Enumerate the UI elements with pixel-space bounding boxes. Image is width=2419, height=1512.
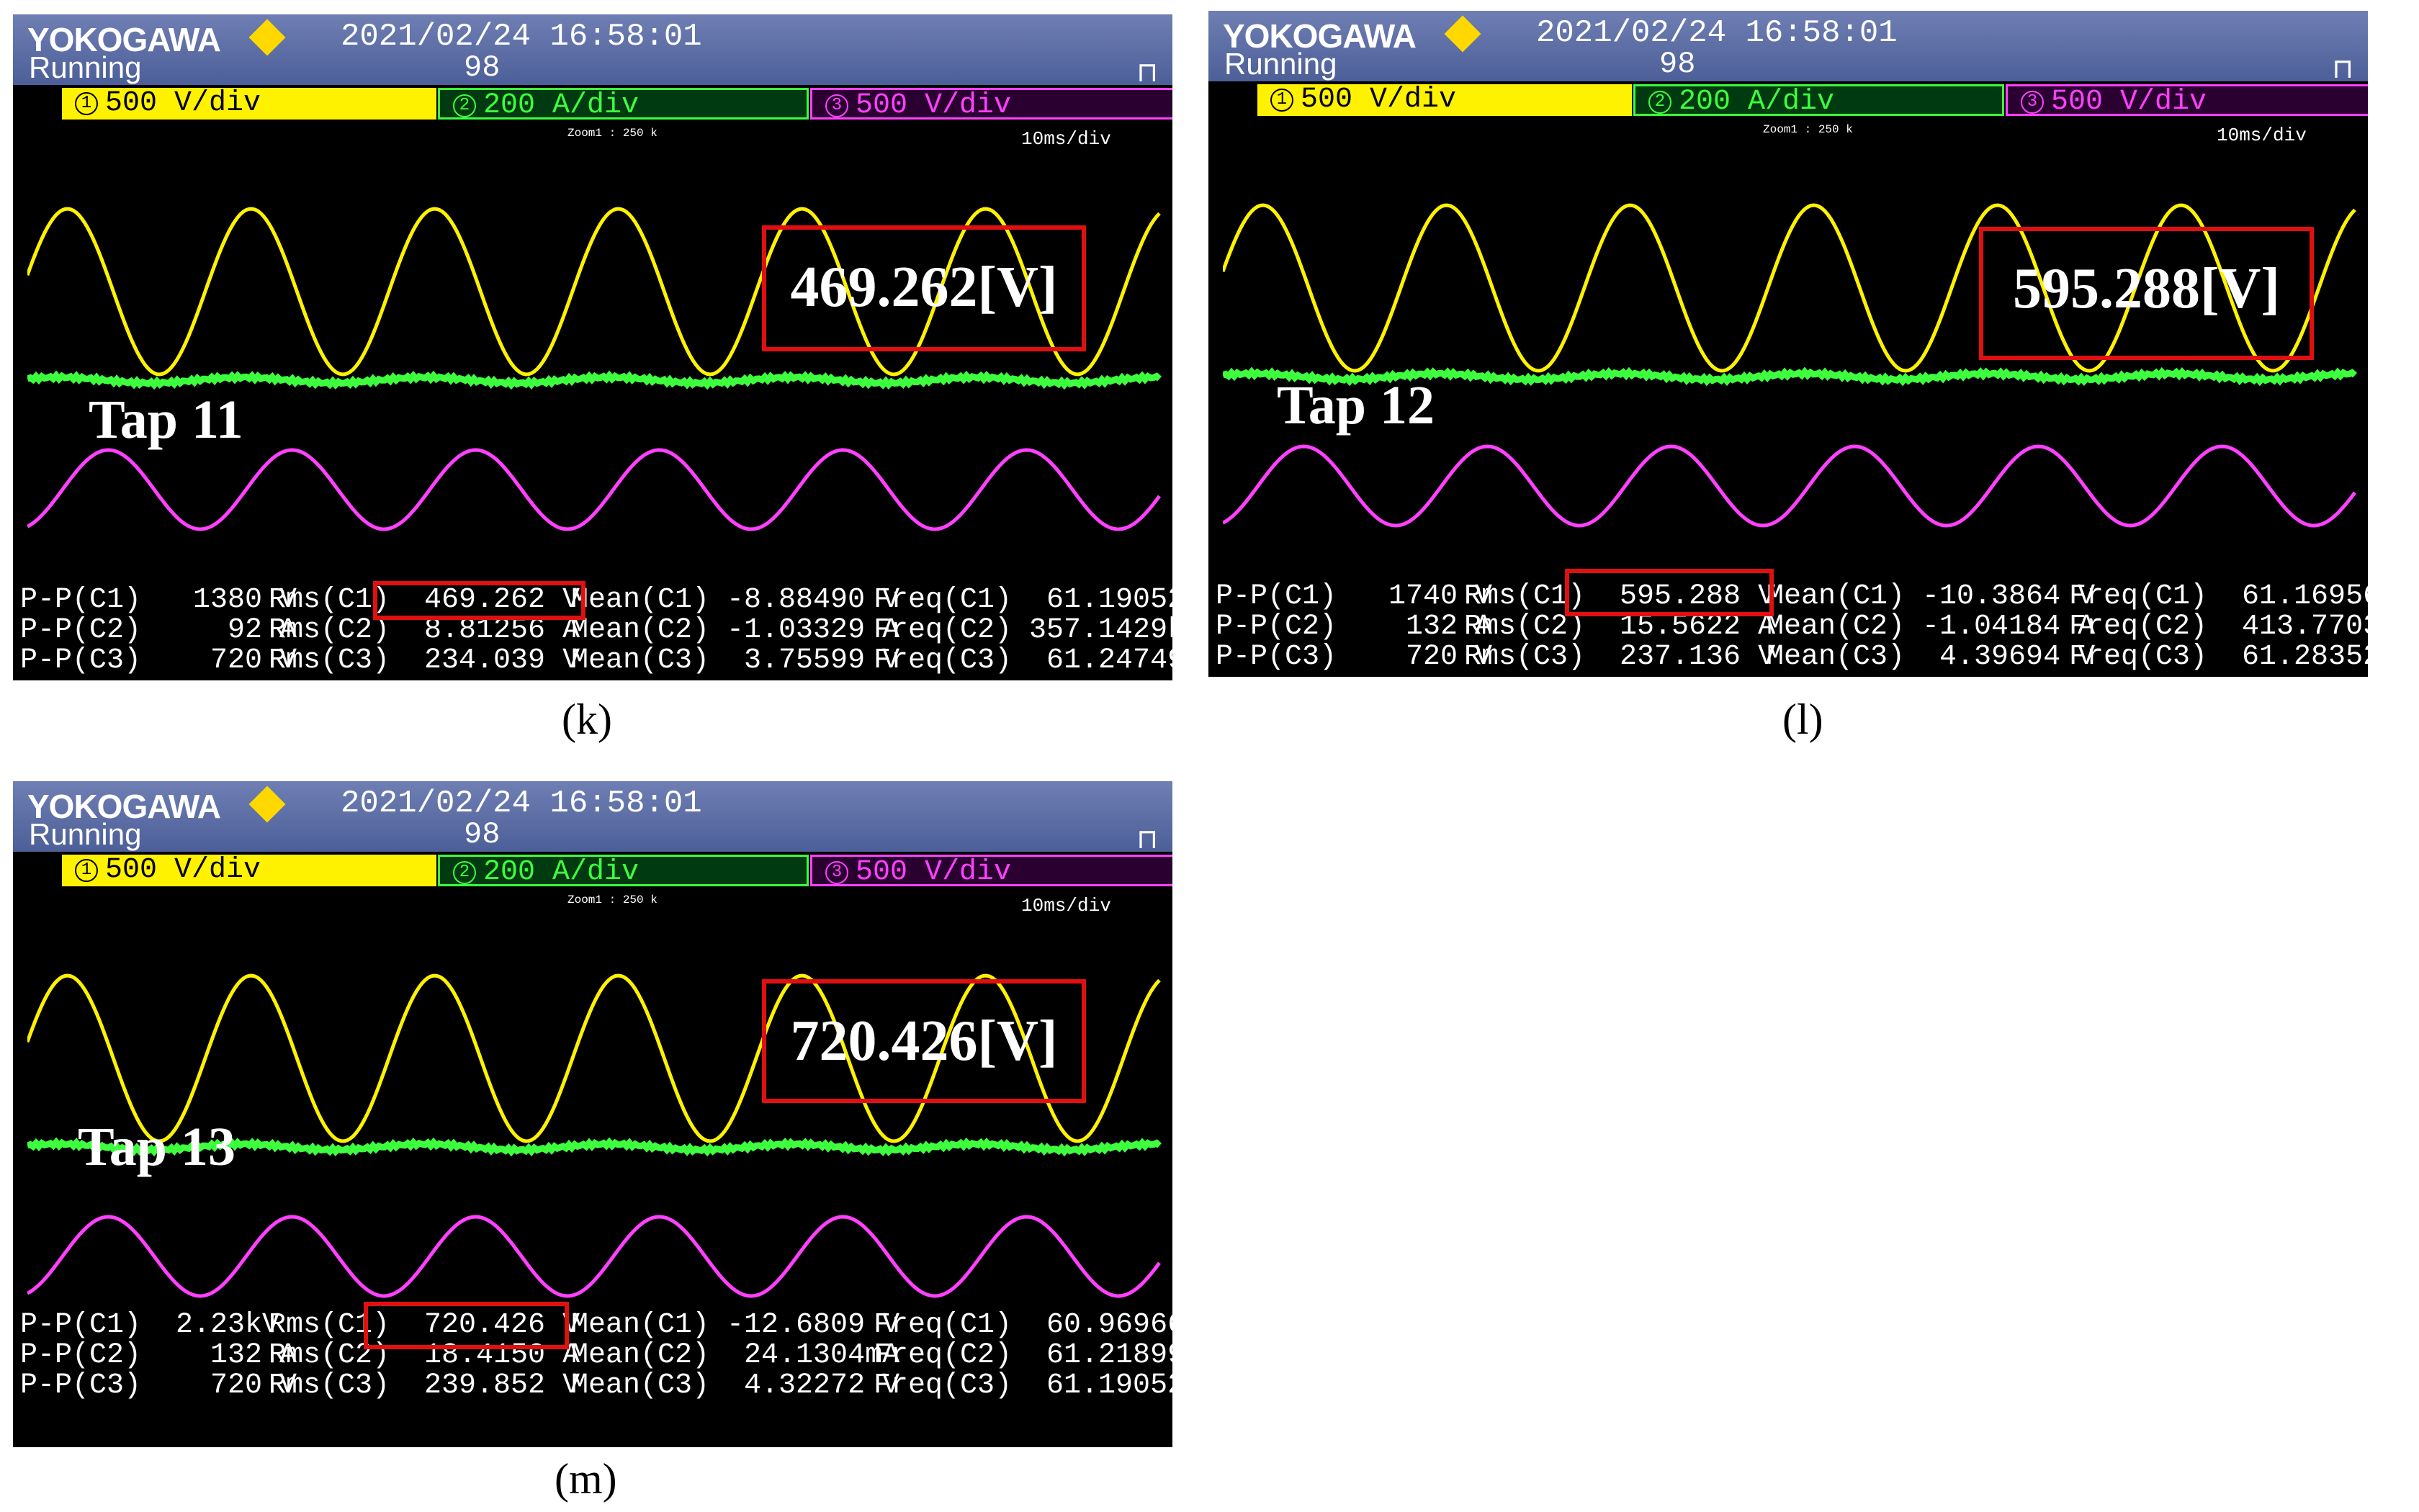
trigger-icon: ⊓ xyxy=(2332,54,2353,84)
scope-panel-l: YOKOGAWA 2021/02/24 16:58:01 Running 98 … xyxy=(1208,11,2368,677)
rms-column: Rms(C1) 595.288 V Rms(C2) 15.5622 A Rms(C3… xyxy=(1464,580,1776,673)
channel-2-button[interactable]: 2 200 A/div xyxy=(438,88,809,122)
channel-3-number: 3 xyxy=(825,94,848,117)
channel-3-scale: 500 V/div xyxy=(856,856,1012,888)
title-bar: YOKOGAWA 2021/02/24 16:58:01 Running 98 … xyxy=(13,781,1172,855)
ch3-waveform xyxy=(27,1215,1161,1298)
brand-logo: YOKOGAWA xyxy=(1223,17,1417,55)
datetime: 2021/02/24 16:58:01 xyxy=(341,786,702,822)
channel-2-number: 2 xyxy=(1648,91,1671,114)
channel-1-number: 1 xyxy=(75,859,98,882)
channel-2-scale: 200 A/div xyxy=(1679,86,1835,118)
datetime: 2021/02/24 16:58:01 xyxy=(1536,15,1898,51)
rms-column: Rms(C1) 469.262 V Rms(C2) 8.81256 A Rms(C3… xyxy=(269,584,580,677)
rms-highlight-box xyxy=(364,1302,569,1349)
zoom-label: Zoom1 : 250 k xyxy=(567,894,658,906)
channel-3-button[interactable]: 3 500 V/div xyxy=(2006,84,2368,118)
rms-highlight-box xyxy=(1565,569,1774,616)
run-status: Running xyxy=(1224,47,1337,81)
rms-callout: 720.426[V] xyxy=(762,979,1086,1103)
rms-callout: 469.262[V] xyxy=(762,225,1086,351)
diamond-icon xyxy=(248,19,286,56)
channel-3-scale: 500 V/div xyxy=(2051,86,2207,118)
acq-count: 98 xyxy=(464,50,501,85)
channel-bar: 1 500 V/div 2 200 A/div 3 500 V/div xyxy=(13,852,1172,889)
ch1-waveform xyxy=(1223,203,2356,373)
zoom-label: Zoom1 : 250 k xyxy=(567,127,658,140)
diamond-icon xyxy=(248,786,286,823)
pp-column: P-P(C1) 2.23kV P-P(C2) 132 A P-P(C3) 720 V xyxy=(20,1309,297,1402)
freq-column: Freq(C1) 60.96966 HzFreq(C2) 61.21899 Hz… xyxy=(874,1309,1172,1402)
diamond-icon xyxy=(1444,15,1481,53)
channel-3-button[interactable]: 3 500 V/div xyxy=(810,855,1172,888)
brand-logo: YOKOGAWA xyxy=(27,788,221,825)
scope-panel-m: YOKOGAWA 2021/02/24 16:58:01 Running 98 … xyxy=(13,781,1172,1447)
pp-column: P-P(C1) 1380 V P-P(C2) 92 A P-P(C3) 720 V xyxy=(20,584,297,677)
channel-1-scale: 500 V/div xyxy=(105,854,261,886)
pp-column: P-P(C1) 1740 V P-P(C2) 132 A P-P(C3) 720 V xyxy=(1216,580,1493,673)
measurement-table: P-P(C1) 1740 V P-P(C2) 132 A P-P(C3) 720 V… xyxy=(1216,569,2368,673)
run-status: Running xyxy=(29,50,142,84)
ch2-waveform xyxy=(27,370,1162,390)
waveform-display xyxy=(27,207,1162,531)
acq-count: 98 xyxy=(464,817,501,852)
channel-bar: 1 500 V/div 2 200 A/div 3 500 V/div xyxy=(13,85,1172,122)
channel-1-scale: 500 V/div xyxy=(105,87,261,120)
channel-1-number: 1 xyxy=(75,92,98,115)
acq-count: 98 xyxy=(1659,47,1696,81)
channel-1-scale: 500 V/div xyxy=(1301,84,1457,116)
brand-logo: YOKOGAWA xyxy=(27,21,221,58)
mean-column: Mean(C1) -12.6809 V Mean(C2) 24.1304mA Mea… xyxy=(571,1309,900,1402)
scope-panel-k: YOKOGAWA 2021/02/24 16:58:01 Running 98 … xyxy=(13,14,1172,680)
title-bar: YOKOGAWA 2021/02/24 16:58:01 Running 98 … xyxy=(1208,11,2368,84)
channel-1-number: 1 xyxy=(1270,89,1293,112)
channel-1-button[interactable]: 1 500 V/div xyxy=(62,855,436,886)
channel-2-button[interactable]: 2 200 A/div xyxy=(438,855,809,888)
channel-2-number: 2 xyxy=(453,861,476,884)
ch2-waveform xyxy=(1223,366,2357,387)
time-div-label: 10ms/div xyxy=(1021,895,1111,917)
channel-3-button[interactable]: 3 500 V/div xyxy=(810,88,1172,122)
datetime: 2021/02/24 16:58:01 xyxy=(341,19,702,55)
channel-bar: 1 500 V/div 2 200 A/div 3 500 V/div xyxy=(1208,81,2368,119)
time-div-label: 10ms/div xyxy=(1021,128,1111,150)
channel-3-number: 3 xyxy=(825,861,848,884)
mean-column: Mean(C1) -10.3864 V Mean(C2) -1.04184 A Me… xyxy=(1767,580,2096,673)
channel-1-button[interactable]: 1 500 V/div xyxy=(62,88,436,120)
run-status: Running xyxy=(29,817,142,851)
ch1-waveform xyxy=(27,973,1161,1143)
ch3-waveform xyxy=(27,448,1161,531)
caption-m: (m) xyxy=(555,1455,617,1503)
trigger-icon: ⊓ xyxy=(1136,58,1158,88)
time-div-label: 10ms/div xyxy=(2217,125,2307,146)
tap-label: Tap 13 xyxy=(78,1117,235,1177)
channel-2-scale: 200 A/div xyxy=(483,89,639,122)
title-bar: YOKOGAWA 2021/02/24 16:58:01 Running 98 … xyxy=(13,14,1172,88)
tap-label: Tap 11 xyxy=(89,390,243,450)
ch3-waveform xyxy=(1223,444,2356,528)
waveform-display xyxy=(1223,203,2357,528)
rms-callout: 595.288[V] xyxy=(1979,227,2314,360)
ch1-waveform xyxy=(27,207,1161,377)
zoom-label: Zoom1 : 250 k xyxy=(1763,123,1853,136)
mean-column: Mean(C1) -8.88490 V Mean(C2) -1.03329 A Me… xyxy=(571,584,900,677)
channel-3-scale: 500 V/div xyxy=(856,89,1012,122)
channel-3-number: 3 xyxy=(2021,91,2044,114)
caption-l: (l) xyxy=(1782,696,1823,743)
ch2-waveform xyxy=(27,1137,1162,1157)
channel-2-number: 2 xyxy=(453,94,476,117)
channel-2-button[interactable]: 2 200 A/div xyxy=(1633,84,2004,118)
measurement-table: P-P(C1) 2.23kV P-P(C2) 132 A P-P(C3) 720 V… xyxy=(20,1302,1172,1402)
channel-1-button[interactable]: 1 500 V/div xyxy=(1257,84,1632,116)
channel-2-scale: 200 A/div xyxy=(483,856,639,888)
rms-highlight-box xyxy=(373,581,585,620)
tap-label: Tap 12 xyxy=(1277,375,1435,436)
waveform-display xyxy=(27,973,1162,1298)
freq-column: Freq(C1) 61.16956 HzFreq(C2) 413.7703 Hz… xyxy=(2069,580,2368,673)
measurement-table: P-P(C1) 1380 V P-P(C2) 92 A P-P(C3) 720 V … xyxy=(20,581,1172,677)
caption-k: (k) xyxy=(562,696,612,743)
trigger-icon: ⊓ xyxy=(1136,824,1158,855)
freq-column: Freq(C1) 61.19052 HzFreq(C2) 357.1429kHz… xyxy=(874,584,1172,677)
